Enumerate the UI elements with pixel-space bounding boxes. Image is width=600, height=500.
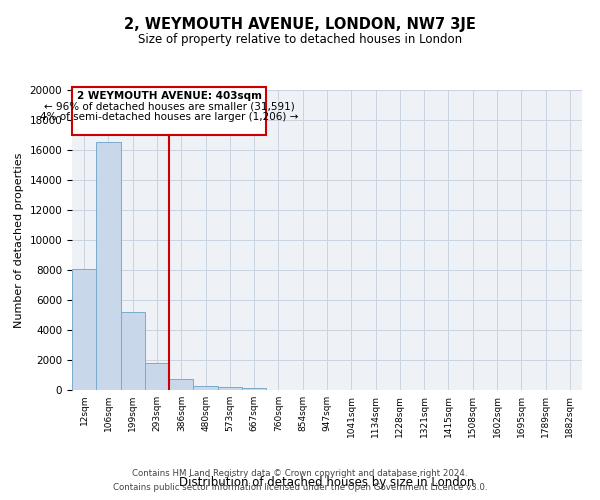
Text: 2 WEYMOUTH AVENUE: 403sqm: 2 WEYMOUTH AVENUE: 403sqm	[77, 91, 262, 101]
Text: Size of property relative to detached houses in London: Size of property relative to detached ho…	[138, 32, 462, 46]
Y-axis label: Number of detached properties: Number of detached properties	[14, 152, 24, 328]
Text: 2, WEYMOUTH AVENUE, LONDON, NW7 3JE: 2, WEYMOUTH AVENUE, LONDON, NW7 3JE	[124, 18, 476, 32]
Text: ← 96% of detached houses are smaller (31,591): ← 96% of detached houses are smaller (31…	[44, 102, 295, 112]
Bar	[145, 363, 169, 390]
Text: Contains public sector information licensed under the Open Government Licence v3: Contains public sector information licen…	[113, 484, 487, 492]
Bar	[96, 142, 121, 390]
Text: Contains HM Land Registry data © Crown copyright and database right 2024.: Contains HM Land Registry data © Crown c…	[132, 468, 468, 477]
Bar	[121, 312, 145, 390]
Bar	[72, 268, 96, 390]
Bar	[218, 388, 242, 390]
Bar	[193, 386, 218, 390]
Text: 4% of semi-detached houses are larger (1,206) →: 4% of semi-detached houses are larger (1…	[40, 112, 298, 122]
X-axis label: Distribution of detached houses by size in London: Distribution of detached houses by size …	[179, 476, 475, 489]
FancyBboxPatch shape	[72, 87, 266, 135]
Bar	[169, 379, 193, 390]
Bar	[242, 388, 266, 390]
